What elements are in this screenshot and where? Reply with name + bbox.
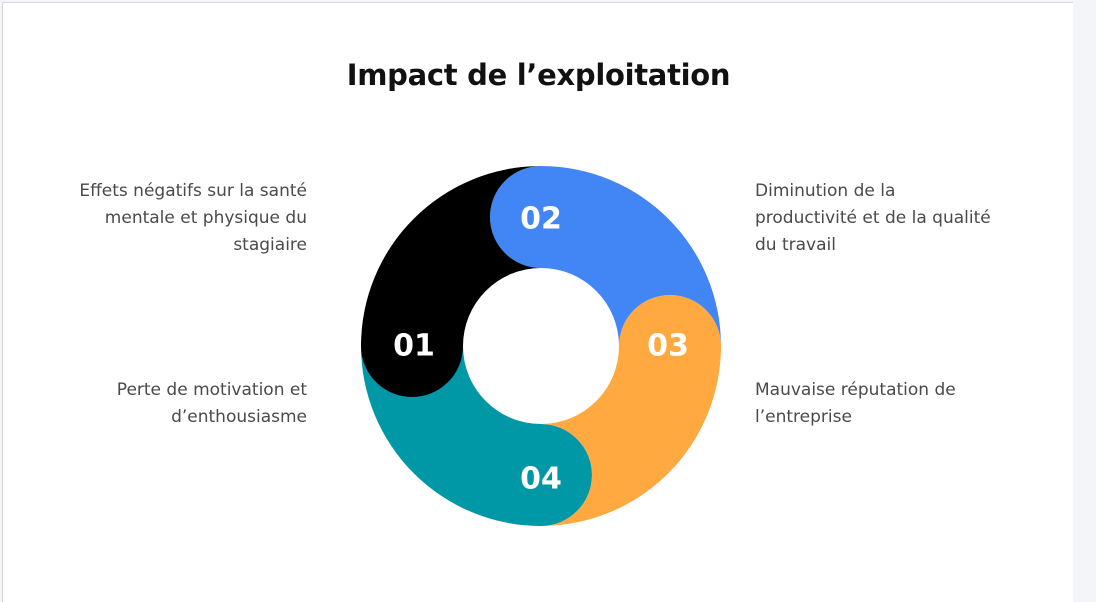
diagram-title: Impact de l’exploitation [346, 58, 731, 92]
segment-2-arc [490, 166, 721, 346]
segment-3-number: 03 [647, 329, 689, 364]
segment-4-number: 04 [520, 462, 562, 497]
segment-3-label: Mauvaise réputation de l’entreprise [755, 380, 956, 427]
segment-1-arc [361, 166, 541, 397]
donut-diagram: 01 02 03 04 [361, 166, 721, 526]
segment-1-number: 01 [393, 329, 435, 364]
slide-canvas: Impact de l’exploitation Effets négatifs… [2, 2, 1073, 602]
segment-2-number: 02 [520, 202, 562, 237]
segment-4-label: Perte de motivation et d’enthousiasme [116, 380, 307, 427]
segment-3-arc [541, 295, 721, 526]
segment-1-label: Effets négatifs sur la santé mentale et … [79, 181, 307, 255]
segment-2-label: Diminution de la productivité et de la q… [755, 181, 991, 255]
